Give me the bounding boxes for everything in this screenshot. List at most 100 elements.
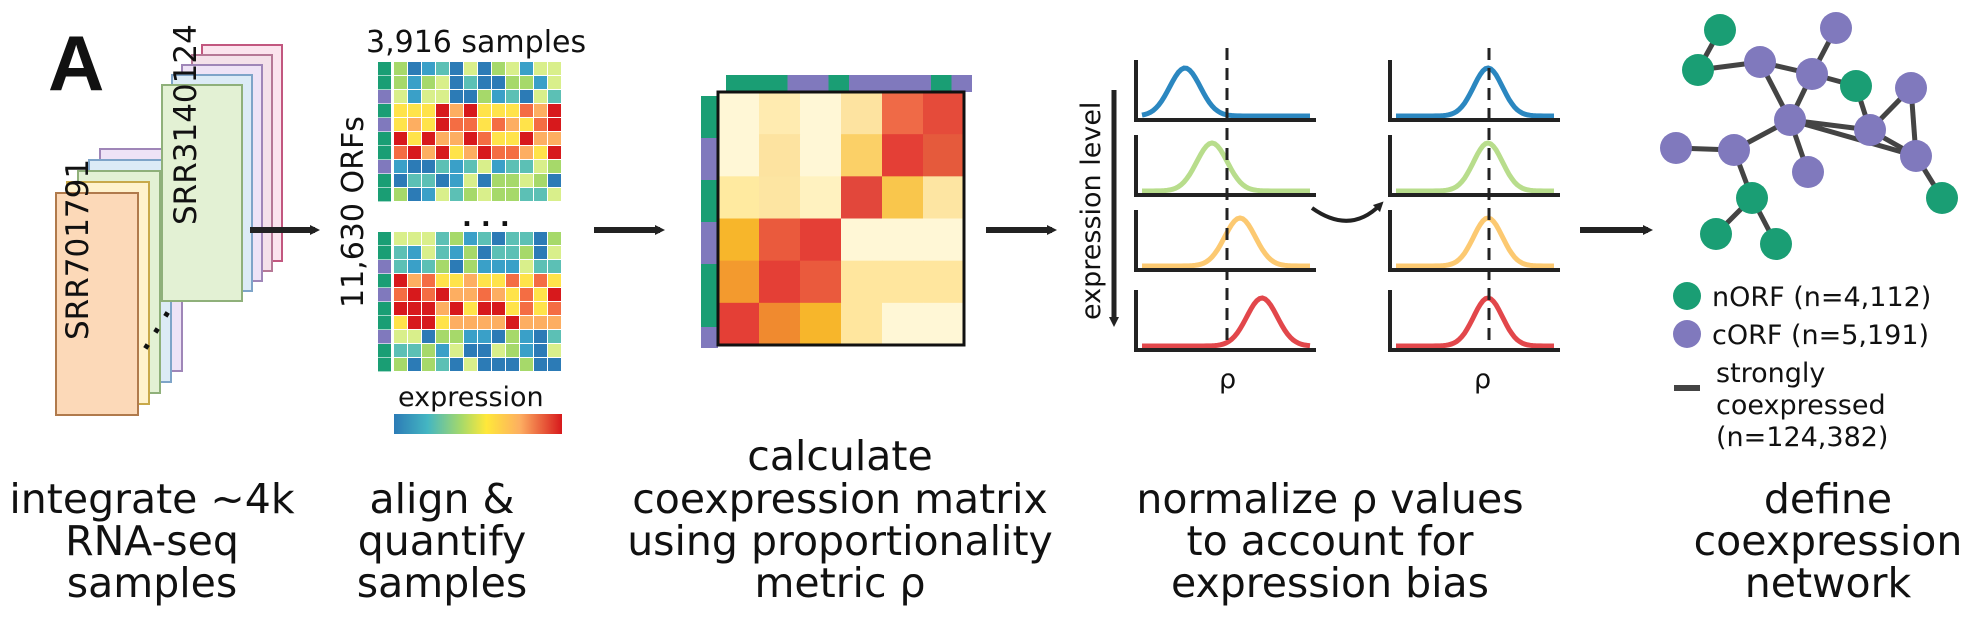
matrix-cell [923, 260, 965, 304]
matrix-cell [759, 134, 801, 177]
heatmap-cell [450, 232, 463, 245]
heatmap-cell [422, 188, 435, 201]
corf-legend-swatch [1673, 320, 1701, 348]
matrix-top-annotation [808, 75, 829, 92]
heatmap-cell [520, 160, 533, 173]
matrix-side-annotation [701, 285, 718, 306]
matrix-cell [882, 92, 924, 135]
heatmap-cell [408, 174, 421, 187]
heatmap-cell [520, 188, 533, 201]
heatmap-cell [520, 62, 533, 75]
matrix-side-annotation [701, 96, 718, 117]
heatmap-cell [548, 274, 561, 287]
heatmap-cell [478, 288, 491, 301]
heatmap-cell [506, 344, 519, 357]
heatmap-cell [394, 104, 407, 117]
heatmap-cell [548, 232, 561, 245]
normalize-arrow [1310, 201, 1384, 223]
heatmap-cell [478, 232, 491, 245]
matrix-cell [718, 92, 760, 135]
heatmap-cell [548, 344, 561, 357]
heatmap-cell [408, 90, 421, 103]
heatmap-cell [408, 146, 421, 159]
heatmap-cell [548, 246, 561, 259]
heatmap-cell [450, 104, 463, 117]
matrix-cell [841, 134, 883, 177]
heatmap-cell [520, 260, 533, 273]
heatmap-row-annotation [378, 246, 391, 260]
heatmap-cell [436, 174, 449, 187]
matrix-cell [841, 176, 883, 219]
matrix-side-annotation [701, 117, 718, 138]
heatmap-cell [506, 160, 519, 173]
heatmap-row-annotation [378, 90, 391, 104]
heatmap-cell [534, 246, 547, 259]
corf-node [1854, 114, 1886, 146]
norf-node [1736, 182, 1768, 214]
heatmap-cell [408, 316, 421, 329]
heatmap-row-annotation [378, 232, 391, 246]
heatmap-cell [394, 188, 407, 201]
matrix-cell [718, 134, 760, 177]
heatmap-cell [534, 76, 547, 89]
heatmap-cell [520, 274, 533, 287]
matrix-cell [882, 260, 924, 304]
heatmap-cell [422, 260, 435, 273]
heatmap-cell [548, 160, 561, 173]
matrix-top-annotation [828, 75, 849, 92]
matrix-cell [800, 176, 842, 219]
heatmap-cell [520, 358, 533, 371]
heatmap-cell [436, 188, 449, 201]
heatmap-cell [492, 132, 505, 145]
heatmap-cell [520, 288, 533, 301]
heatmap-cell [464, 358, 477, 371]
heatmap-cell [464, 330, 477, 343]
heatmap-cell [520, 316, 533, 329]
heatmap-cell [436, 316, 449, 329]
heatmap-cell [408, 62, 421, 75]
heatmap-cell [492, 232, 505, 245]
heatmap-cell [534, 316, 547, 329]
heatmap-cell [450, 62, 463, 75]
heatmap-cell [548, 132, 561, 145]
matrix-cell [841, 92, 883, 135]
matrix-side-annotation [701, 243, 718, 264]
density-curves-icon: expression level ρ ρ [1076, 48, 1560, 395]
matrix-top-annotation [767, 75, 788, 92]
heatmap-cell [422, 104, 435, 117]
heatmap-cell [408, 330, 421, 343]
expression-colorbar [394, 414, 562, 434]
heatmap-cell [394, 62, 407, 75]
heatmap-cell [478, 104, 491, 117]
heatmap-cell [422, 232, 435, 245]
density-axes [1134, 135, 1316, 197]
norf-node [1926, 182, 1958, 214]
correlation-matrix-icon [701, 75, 972, 348]
heatmap-cell [450, 316, 463, 329]
network-edge [1789, 117, 1917, 159]
network-legend: nORF (n=4,112) cORF (n=5,191) strongly c… [1673, 282, 1931, 453]
matrix-top-annotation [890, 75, 911, 92]
heatmap-cell [450, 302, 463, 315]
heatmap-cell [422, 146, 435, 159]
heatmap-cell [534, 62, 547, 75]
heatmap-cell [408, 118, 421, 131]
heatmap-cell [534, 288, 547, 301]
heatmap-cell [478, 160, 491, 173]
heatmap-cell [548, 90, 561, 103]
heatmap-cell [534, 330, 547, 343]
matrix-cell [800, 92, 842, 135]
heatmap-cell [450, 118, 463, 131]
norf-node [1700, 218, 1732, 250]
corf-node [1796, 58, 1828, 90]
heatmap-cell [394, 90, 407, 103]
heatmap-cell [548, 146, 561, 159]
heatmap-cell [394, 160, 407, 173]
heatmap-cell [534, 90, 547, 103]
norf-node [1682, 54, 1714, 86]
matrix-cell [882, 134, 924, 177]
matrix-cell [923, 218, 965, 262]
matrix-cell [841, 302, 883, 346]
heatmap-cell [436, 118, 449, 131]
